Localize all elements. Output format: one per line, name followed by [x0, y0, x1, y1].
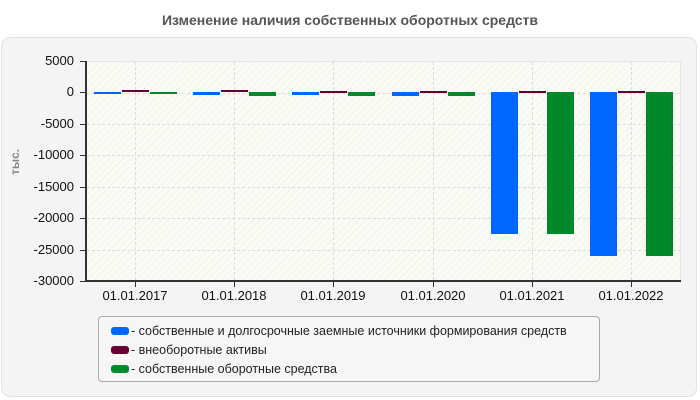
- y-axis-line: [85, 61, 87, 282]
- legend-label: - собственные оборотные средства: [131, 362, 337, 376]
- y-tick-label: -15000: [33, 179, 74, 194]
- h-grid-line: [87, 155, 681, 156]
- y-tick-mark: [80, 61, 85, 62]
- bar: [320, 90, 347, 93]
- v-grid-line: [135, 62, 136, 280]
- h-grid-line: [87, 124, 681, 125]
- h-grid-line: [87, 250, 681, 251]
- plot-area: [85, 61, 681, 281]
- bar: [292, 92, 319, 95]
- bar: [392, 92, 419, 97]
- y-tick-label: 0: [66, 84, 74, 99]
- x-tick-mark: [532, 282, 533, 287]
- v-grid-line: [532, 62, 533, 280]
- y-tick-label: -30000: [33, 273, 74, 288]
- bar: [420, 90, 447, 93]
- chart-title: Изменение наличия собственных оборотных …: [161, 12, 539, 28]
- bar: [519, 90, 546, 93]
- v-grid-line: [631, 62, 632, 280]
- legend-label: - собственные и долгосрочные заемные ист…: [131, 324, 567, 338]
- x-tick-label: 01.01.2017: [102, 288, 168, 303]
- x-tick-label: 01.01.2022: [598, 288, 664, 303]
- x-tick-mark: [333, 282, 334, 287]
- y-tick-mark: [80, 92, 85, 93]
- v-grid-line: [433, 62, 434, 280]
- x-tick-mark: [631, 282, 632, 287]
- bar: [94, 92, 121, 95]
- legend-item-sources: - собственные и долгосрочные заемные ист…: [111, 324, 567, 338]
- y-tick-mark: [80, 187, 85, 188]
- x-tick-label: 01.01.2018: [201, 288, 267, 303]
- legend-swatch-blue: [111, 326, 129, 335]
- bar: [547, 92, 574, 235]
- x-tick-label: 01.01.2021: [499, 288, 565, 303]
- y-tick-label: -10000: [33, 147, 74, 162]
- bar: [348, 92, 375, 96]
- v-grid-line: [333, 62, 334, 280]
- bar: [122, 89, 149, 93]
- h-grid-line: [87, 187, 681, 188]
- bar: [221, 89, 248, 93]
- legend-item-working-capital: - собственные оборотные средства: [111, 362, 337, 376]
- bar: [491, 92, 518, 235]
- legend-label: - внеоборотные активы: [131, 343, 267, 357]
- y-tick-mark: [80, 281, 85, 282]
- y-tick-label: -20000: [33, 210, 74, 225]
- y-tick-label: 5000: [45, 53, 74, 68]
- y-tick-label: -25000: [33, 242, 74, 257]
- legend: - собственные и долгосрочные заемные ист…: [98, 316, 600, 382]
- y-tick-mark: [80, 250, 85, 251]
- y-axis-title: тыс.: [8, 148, 22, 175]
- h-grid-line: [87, 93, 681, 94]
- x-tick-mark: [433, 282, 434, 287]
- legend-swatch-green: [111, 364, 129, 373]
- bar: [590, 92, 617, 256]
- h-grid-line: [87, 218, 681, 219]
- y-tick-mark: [80, 124, 85, 125]
- bar: [193, 92, 220, 95]
- bar: [249, 92, 276, 96]
- x-tick-label: 01.01.2020: [400, 288, 466, 303]
- bar: [646, 92, 673, 256]
- x-axis-line: [85, 280, 681, 282]
- x-tick-mark: [234, 282, 235, 287]
- y-tick-mark: [80, 155, 85, 156]
- bar: [448, 92, 475, 97]
- legend-item-noncurrent-assets: - внеоборотные активы: [111, 343, 267, 357]
- bar: [150, 92, 177, 95]
- bar: [618, 90, 645, 93]
- x-tick-label: 01.01.2019: [300, 288, 366, 303]
- y-tick-label: -5000: [40, 116, 74, 131]
- y-tick-mark: [80, 218, 85, 219]
- x-tick-mark: [135, 282, 136, 287]
- v-grid-line: [234, 62, 235, 280]
- legend-swatch-maroon: [111, 345, 129, 354]
